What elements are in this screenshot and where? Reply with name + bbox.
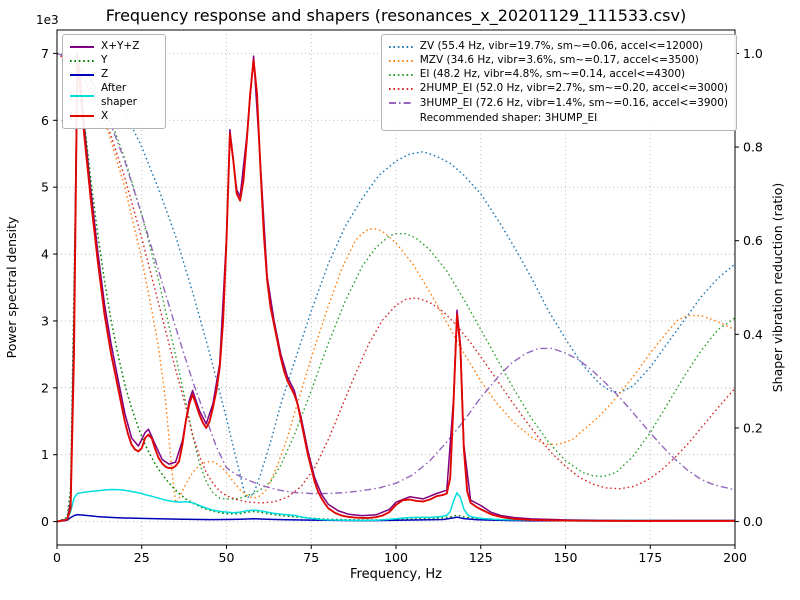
legend-label-hump2: 2HUMP_EI (52.0 Hz, vibr=2.7%, sm~=0.20, … [419,82,728,95]
x-tick-label: 25 [134,550,150,565]
x-tick-label: 0 [53,550,61,565]
mzv-line-sample [388,59,413,62]
legend-item-ei: EI (48.2 Hz, vibr=4.8%, sm~=0.14, accel<… [388,68,728,81]
y-left-tick-label: 3 [41,313,49,328]
legend-label-x: X [101,109,109,122]
series-y [56,79,735,523]
legend-item-x: X [69,110,157,123]
legend-label-hump3: 3HUMP_EI (72.6 Hz, vibr=1.4%, sm~=0.16, … [419,96,728,109]
legend-label-mzv: MZV (34.6 Hz, vibr=3.6%, sm~=0.17, accel… [419,54,699,67]
legend-item-mzv: MZV (34.6 Hz, vibr=3.6%, sm~=0.17, accel… [388,54,728,67]
y-right-tick-label: 0.4 [743,327,763,342]
x-tick-label: 200 [723,550,747,565]
series-hump3 [56,52,736,495]
after-line-sample [70,94,94,97]
x-tick-label: 50 [219,550,235,565]
recommended-shaper-note: Recommended shaper: 3HUMP_EI [419,111,598,124]
legend-item-hump3: 3HUMP_EI (72.6 Hz, vibr=1.4%, sm~=0.16, … [388,97,728,110]
series-hump2 [56,52,736,504]
legend-label-y: Y [101,54,108,67]
legend-label-zv: ZV (55.4 Hz, vibr=19.7%, sm~=0.06, accel… [419,40,704,52]
legend-label-ei: EI (48.2 Hz, vibr=4.8%, sm~=0.14, accel<… [419,68,686,81]
x-line-sample [70,115,94,118]
x-tick-label: 175 [638,550,662,565]
chart-title: Frequency response and shapers (resonanc… [105,6,687,25]
x-tick-label: 100 [384,550,408,565]
series-mzv [56,52,736,504]
legend-item-z: Z [69,68,157,81]
y-right-axis-label: Shaper vibration reduction (ratio) [770,183,785,393]
y-right-tick-label: 1.0 [743,46,763,61]
series-x [56,59,735,523]
legend-label-after: After shaper [101,82,138,108]
z-line-sample [70,73,94,76]
y-left-tick-label: 0 [41,514,49,529]
legend-item-hump2: 2HUMP_EI (52.0 Hz, vibr=2.7%, sm~=0.20, … [388,82,728,95]
xyz-line-sample [70,45,94,48]
legend-item-y: Y [69,54,157,67]
legend-item-after: After shaper [69,82,157,108]
psd-legend-items: X+Y+Z Y Z After shaper X [69,40,157,123]
x-tick-label: 75 [303,550,319,565]
legend-item-xyz: X+Y+Z [69,40,157,53]
x-tick-label: 125 [469,550,493,565]
series-after [56,488,735,523]
y-right-tick-label: 0.0 [743,514,763,529]
y-right-tick-label: 0.8 [743,140,763,155]
zv-line-sample [388,45,413,48]
y-left-tick-label: 6 [41,113,49,128]
legend-item-zv: ZV (55.4 Hz, vibr=19.7%, sm~=0.06, accel… [388,40,728,53]
legend-label-xyz: X+Y+Z [101,40,140,52]
y-right-tick-label: 0.2 [743,420,763,435]
legend-label-z: Z [101,68,109,81]
y-left-tick-label: 1 [41,447,49,462]
y-left-tick-label: 4 [41,247,49,262]
shaper-legend: ZV (55.4 Hz, vibr=19.7%, sm~=0.06, accel… [380,34,737,131]
y-left-axis-label: Power spectral density [4,216,19,358]
psd-legend: X+Y+Z Y Z After shaper X [62,34,166,129]
y-line-sample [70,59,94,62]
series-z [56,513,735,523]
y-left-tick-label: 7 [41,46,49,61]
y-axis-offset-text: 1e3 [36,13,59,27]
hump2-line-sample [388,87,413,90]
y-right-tick-label: 0.6 [743,233,763,248]
hump3-line-sample [388,102,413,105]
shaper-legend-items: ZV (55.4 Hz, vibr=19.7%, sm~=0.06, accel… [388,40,728,110]
ei-line-sample [388,73,413,76]
y-left-tick-label: 5 [41,180,49,195]
x-tick-label: 150 [554,550,578,565]
y-left-tick-label: 2 [41,380,49,395]
x-axis-label: Frequency, Hz [349,567,443,582]
